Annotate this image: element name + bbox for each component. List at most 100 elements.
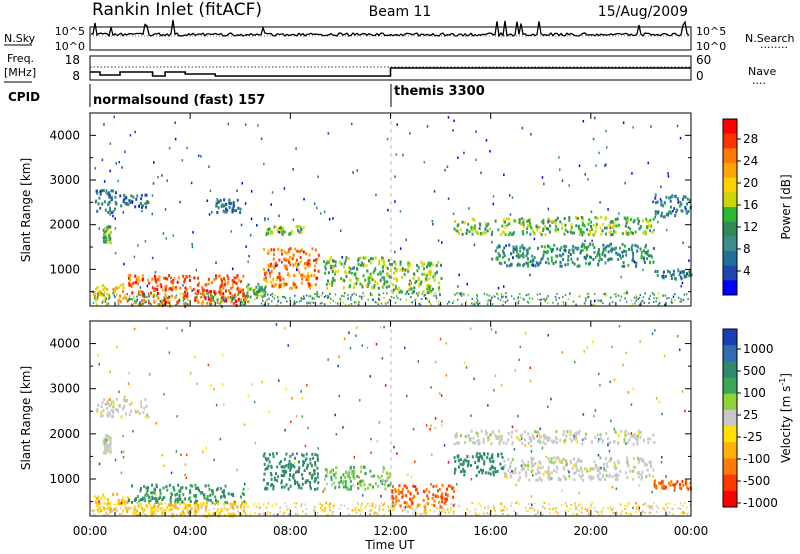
echo-cell [373,283,376,287]
echo-cell [327,279,329,283]
echo-cell [122,283,125,286]
echo-cell [217,502,220,506]
echo-cell [128,281,131,285]
echo-cell [268,410,271,413]
echo-cell [634,302,636,305]
echo-cell [497,297,499,300]
echo-cell [139,202,142,206]
echo-cell [247,300,249,303]
echo-cell [423,262,426,266]
echo-cell [624,181,626,185]
echo-cell [592,223,595,227]
echo-cell [263,294,266,298]
echo-cell [293,502,295,505]
echo-cell [522,462,525,466]
velocity-colorbar-swatch [723,474,737,492]
echo-cell [505,473,508,476]
echo-cell [611,509,613,511]
echo-cell [639,247,642,251]
echo-cell [382,504,384,507]
echo-cell [263,288,266,292]
echo-cell [578,431,580,435]
echo-cell [346,487,349,491]
echo-cell [383,325,385,329]
echo-cell [259,288,262,292]
echo-cell [103,397,106,401]
echo-cell [361,494,364,497]
echo-cell [623,430,626,434]
echo-cell [468,455,470,458]
echo-cell [580,249,582,253]
echo-cell [316,466,319,470]
echo-cell [407,473,409,476]
echo-cell [169,503,172,507]
echo-cell [319,302,322,305]
echo-cell [579,459,582,463]
echo-cell [209,303,211,306]
echo-cell [679,502,682,505]
echo-cell [644,292,646,295]
echo-cell [374,511,376,514]
echo-cell [593,414,595,418]
echo-cell [476,297,478,300]
echo-cell [215,204,218,208]
echo-cell [452,129,454,132]
echo-cell [645,243,648,247]
echo-cell [569,429,572,433]
echo-cell [213,387,215,391]
power-colorbar-swatch [723,207,737,223]
echo-cell [213,290,216,294]
echo-cell [507,438,510,442]
power-colorbar-tick: 24 [743,154,758,168]
echo-cell [387,301,389,304]
echo-cell [159,300,162,303]
echo-cell [264,467,267,471]
echo-cell [478,459,481,462]
echo-cell [350,271,353,275]
echo-cell [324,508,326,510]
echo-cell [579,503,582,506]
echo-cell [401,495,404,499]
echo-cell [513,231,515,235]
echo-cell [160,511,163,515]
echo-cell [435,484,438,488]
echo-cell [610,456,612,460]
echo-cell [313,259,315,262]
echo-cell [510,252,512,256]
power-colorbar-swatch [723,236,737,252]
echo-cell [463,293,465,296]
echo-cell [475,513,478,516]
echo-cell [561,226,563,230]
echo-cell [511,431,513,435]
echo-cell [290,420,292,423]
echo-cell [136,194,139,198]
echo-cell [617,258,620,261]
echo-cell [446,497,448,501]
echo-cell [549,224,552,228]
echo-cell [396,268,399,272]
echo-cell [649,295,651,297]
echo-cell [349,278,352,282]
echo-cell [155,299,157,302]
echo-cell [144,202,147,206]
echo-cell [178,494,181,497]
echo-cell [328,271,330,275]
echo-cell [136,495,139,499]
echo-cell [164,292,167,296]
echo-cell [568,219,571,222]
echo-cell [118,390,120,393]
echo-cell [272,487,275,491]
echo-cell [140,506,142,509]
echo-cell [547,456,550,460]
echo-cell [350,485,353,489]
echo-cell [600,300,602,303]
echo-cell [632,435,635,439]
echo-cell [649,229,652,233]
echo-cell [619,299,621,302]
echo-cell [578,232,581,236]
echo-cell [258,286,261,290]
echo-cell [483,512,485,515]
echo-cell [314,476,317,480]
echo-cell [450,507,452,510]
echo-cell [298,230,301,234]
